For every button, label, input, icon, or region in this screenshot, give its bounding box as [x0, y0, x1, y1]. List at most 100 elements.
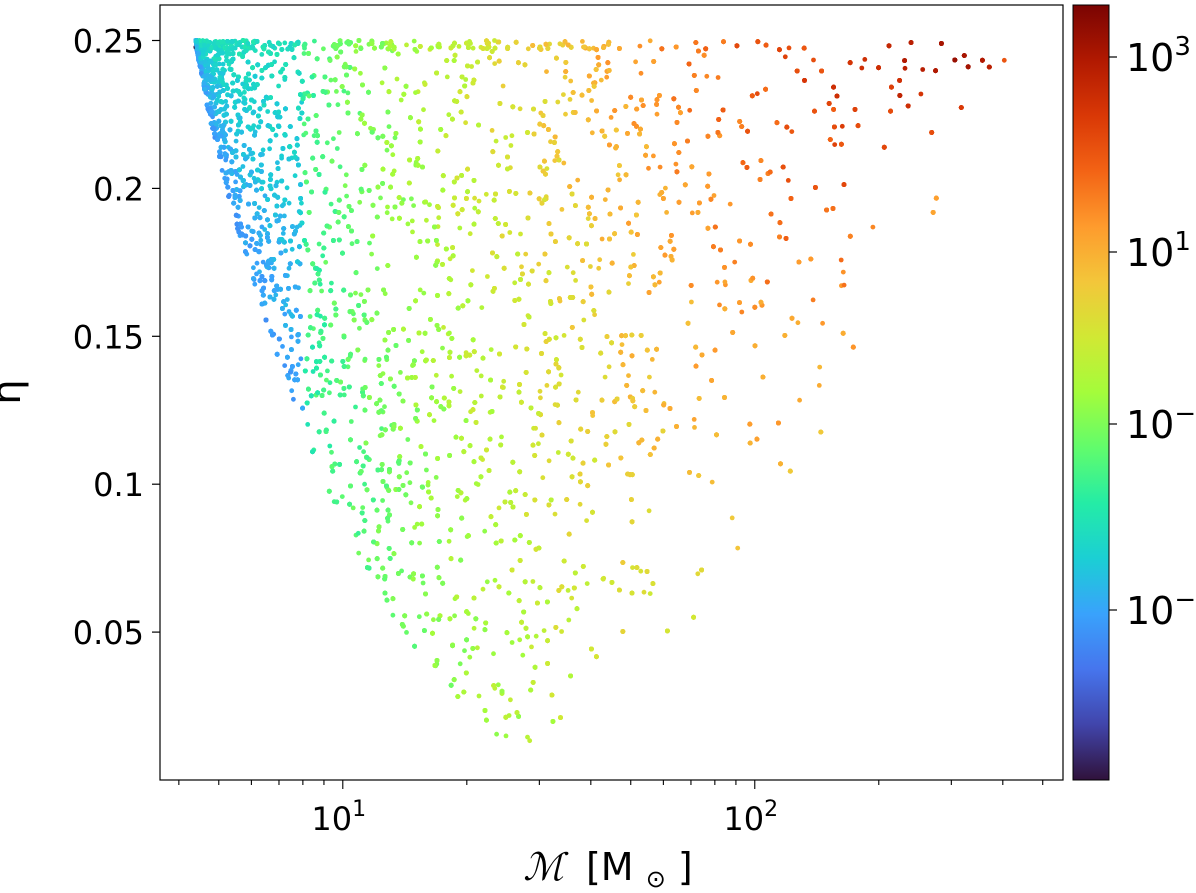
scatter-point — [527, 738, 533, 744]
scatter-point — [474, 368, 480, 373]
scatter-point — [444, 74, 450, 80]
scatter-point — [567, 97, 573, 102]
scatter-point — [475, 645, 480, 651]
scatter-point — [500, 83, 506, 89]
scatter-point — [282, 311, 288, 317]
scatter-point — [409, 196, 414, 202]
scatter-point — [585, 216, 591, 222]
scatter-point — [565, 588, 571, 593]
scatter-point — [328, 77, 334, 83]
scatter-point — [735, 545, 741, 551]
scatter-point — [358, 292, 364, 297]
scatter-point — [647, 374, 652, 380]
scatter-point — [687, 107, 693, 113]
scatter-point — [810, 297, 816, 303]
scatter-point — [654, 111, 660, 117]
scatter-point — [252, 281, 258, 287]
scatter-point — [301, 51, 307, 56]
scatter-point — [561, 92, 566, 97]
scatter-point — [530, 579, 536, 584]
scatter-point — [512, 280, 518, 286]
scatter-point — [529, 644, 534, 650]
scatter-point — [233, 138, 239, 144]
scatter-point — [424, 217, 429, 223]
scatter-point — [630, 565, 635, 570]
scatter-point — [467, 231, 473, 237]
scatter-point — [692, 425, 697, 430]
scatter-point — [786, 45, 792, 51]
scatter-point — [711, 193, 717, 198]
scatter-point — [722, 279, 728, 285]
scatter-point — [342, 183, 348, 189]
scatter-point — [559, 629, 564, 634]
scatter-point — [360, 505, 366, 510]
scatter-point — [420, 580, 426, 586]
scatter-point — [588, 264, 593, 269]
scatter-point — [467, 654, 473, 660]
scatter-point — [417, 540, 422, 546]
scatter-point — [626, 281, 631, 286]
scatter-point — [407, 480, 413, 486]
scatter-point — [575, 177, 581, 183]
scatter-point — [410, 229, 415, 235]
scatter-point — [517, 106, 523, 112]
scatter-point — [538, 395, 543, 401]
scatter-point — [384, 147, 390, 153]
scatter-point — [581, 317, 587, 323]
scatter-point — [421, 290, 427, 296]
scatter-point — [436, 215, 442, 221]
scatter-point — [592, 312, 597, 318]
scatter-point — [463, 120, 468, 126]
scatter-point — [492, 61, 498, 66]
scatter-point — [555, 450, 561, 455]
scatter-point — [859, 65, 865, 71]
scatter-point — [589, 130, 595, 136]
scatter-point — [258, 241, 264, 247]
scatter-point — [563, 111, 568, 117]
scatter-point — [559, 207, 565, 212]
scatter-point — [862, 57, 868, 62]
scatter-point — [599, 236, 605, 242]
scatter-point — [489, 127, 495, 133]
scatter-point — [260, 147, 266, 153]
scatter-point — [219, 168, 225, 173]
scatter-point — [282, 40, 288, 46]
scatter-point — [334, 146, 340, 151]
scatter-point — [305, 422, 311, 427]
scatter-point — [533, 425, 538, 431]
scatter-point — [519, 264, 524, 270]
scatter-point — [337, 164, 343, 170]
scatter-point — [471, 625, 477, 631]
scatter-point — [299, 200, 304, 206]
scatter-point — [378, 195, 383, 201]
scatter-point — [353, 404, 358, 410]
scatter-point — [544, 383, 550, 388]
scatter-point — [258, 237, 264, 243]
scatter-point — [789, 129, 795, 135]
scatter-point — [637, 43, 643, 49]
scatter-point — [469, 64, 474, 69]
scatter-point — [294, 224, 300, 230]
scatter-point — [335, 102, 341, 108]
scatter-point — [507, 230, 513, 235]
scatter-point — [353, 290, 358, 296]
scatter-point — [374, 266, 380, 271]
scatter-point — [651, 153, 656, 159]
scatter-point — [286, 200, 292, 206]
scatter-point — [408, 500, 414, 506]
scatter-point — [482, 528, 488, 534]
scatter-point — [754, 91, 760, 97]
scatter-point — [918, 91, 924, 97]
scatter-point — [598, 77, 604, 83]
scatter-point — [709, 479, 715, 485]
scatter-point — [321, 46, 326, 52]
scatter-point — [345, 364, 351, 370]
scatter-point — [518, 231, 523, 237]
scatter-point — [343, 172, 349, 178]
scatter-point — [276, 83, 281, 89]
scatter-point — [404, 470, 410, 476]
scatter-point — [357, 199, 363, 205]
scatter-point — [311, 133, 317, 139]
scatter-point — [242, 89, 247, 95]
scatter-point — [525, 734, 530, 740]
